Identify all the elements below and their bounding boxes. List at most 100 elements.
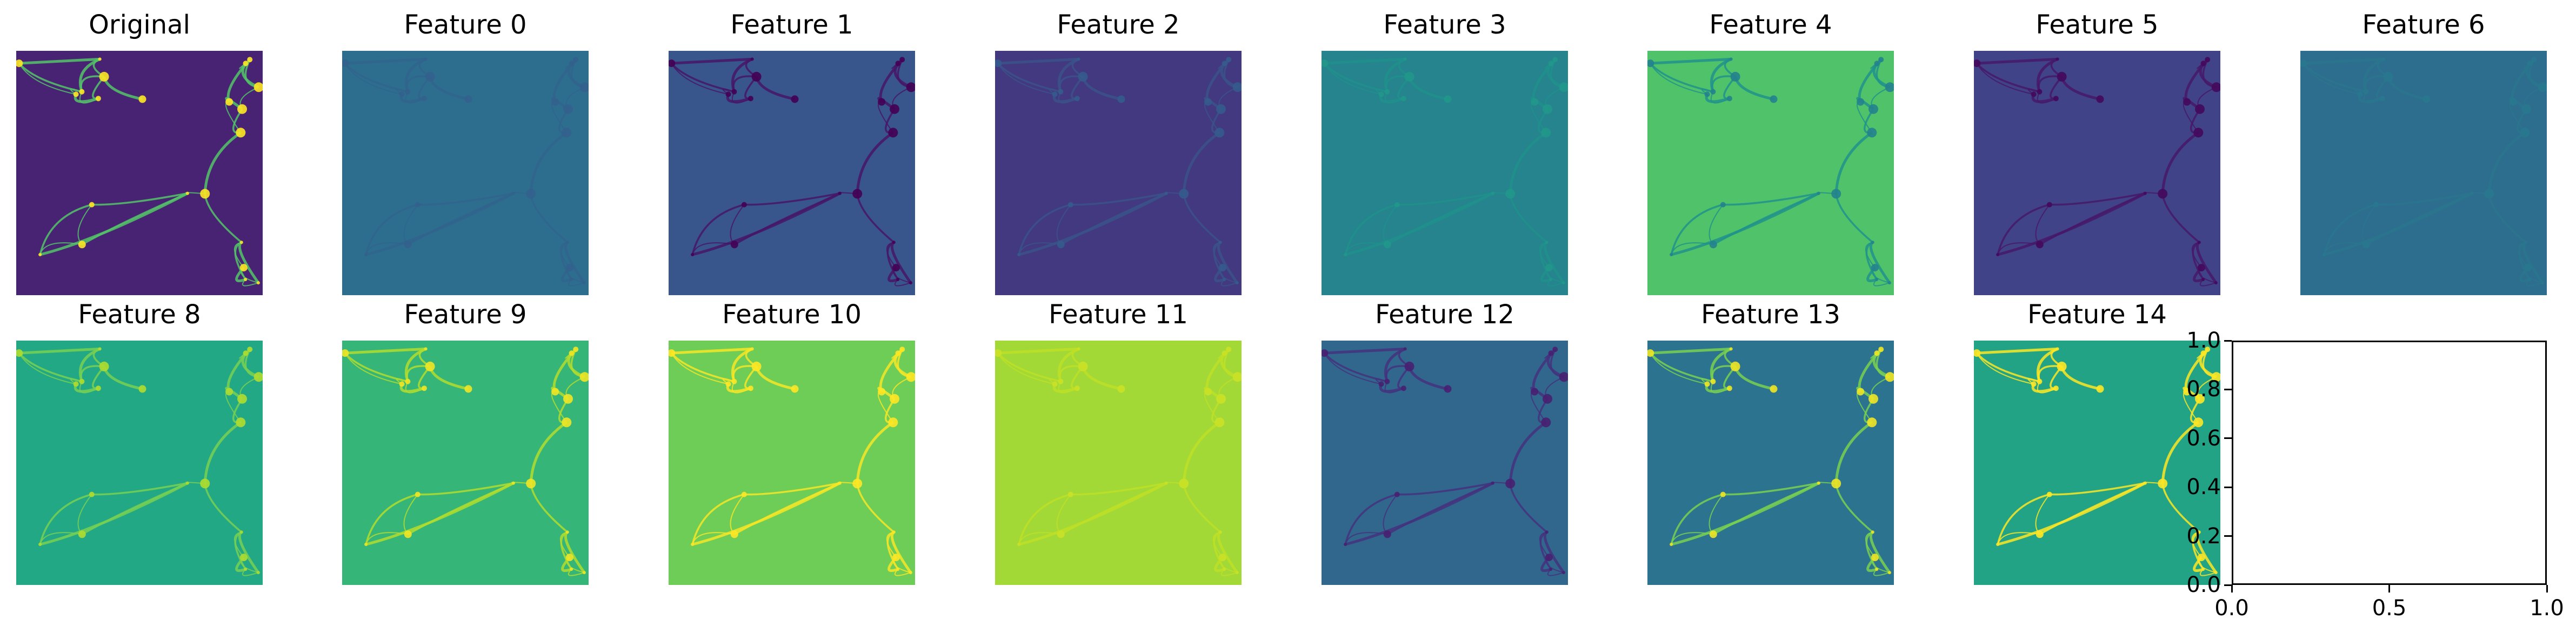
node-mark: [1817, 482, 1820, 485]
x-tick-mark: [2231, 585, 2233, 593]
node-mark: [526, 478, 536, 488]
node-mark: [2097, 385, 2104, 392]
node-mark: [96, 96, 101, 101]
node-mark: [1058, 89, 1063, 95]
node-mark: [244, 568, 247, 571]
node-mark: [569, 61, 575, 66]
node-mark: [888, 417, 898, 427]
y-tick-mark: [2224, 389, 2232, 390]
y-tick-label: 0.8: [2183, 377, 2221, 402]
node-mark: [405, 89, 410, 95]
node-mark: [99, 362, 109, 371]
node-mark: [1384, 379, 1390, 384]
node-mark: [1731, 72, 1740, 82]
node-mark: [2531, 57, 2537, 62]
node-mark: [2144, 482, 2147, 485]
node-mark: [878, 98, 885, 106]
node-mark: [1867, 128, 1877, 137]
node-mark: [1731, 362, 1740, 371]
node-mark: [742, 202, 747, 208]
y-tick-label: 0.0: [2183, 573, 2221, 597]
node-mark: [1118, 95, 1125, 103]
node-mark: [2201, 568, 2205, 571]
node-mark: [1165, 482, 1168, 485]
node-mark: [1219, 241, 1222, 244]
node-mark: [422, 96, 427, 101]
node-mark: [404, 241, 412, 248]
node-mark: [1405, 362, 1414, 371]
node-mark: [89, 492, 95, 497]
node-mark: [1871, 241, 1874, 244]
node-mark: [566, 241, 569, 244]
node-mark: [1384, 530, 1391, 538]
node-mark: [1705, 381, 1710, 387]
node-mark: [751, 57, 754, 61]
node-mark: [257, 571, 260, 574]
node-mark: [1379, 381, 1384, 387]
node-mark: [551, 98, 559, 106]
x-tick-label: 0.0: [2213, 596, 2250, 621]
node-mark: [1226, 57, 1231, 62]
node-mark: [247, 57, 252, 62]
node-mark: [186, 192, 189, 195]
heatmap-image: [342, 51, 589, 295]
node-mark: [1878, 347, 1884, 352]
node-mark: [1017, 543, 1020, 546]
node-mark: [573, 347, 578, 352]
node-mark: [1727, 96, 1732, 101]
node-mark: [1223, 278, 1226, 281]
node-mark: [751, 347, 754, 350]
node-mark: [890, 394, 899, 404]
node-mark: [1545, 554, 1553, 561]
x-tick-mark: [2388, 585, 2390, 593]
node-mark: [1710, 530, 1717, 538]
node-mark: [1394, 202, 1400, 208]
y-tick-label: 0.6: [2183, 426, 2221, 451]
heatmap-panel: [16, 51, 263, 295]
node-mark: [1543, 394, 1552, 404]
node-mark: [1670, 543, 1673, 546]
y-tick-label: 0.2: [2183, 524, 2221, 549]
node-mark: [404, 530, 412, 538]
heatmap-panel: [1322, 51, 1568, 295]
heatmap-image: [995, 51, 1242, 295]
node-mark: [1057, 530, 1065, 538]
node-mark: [1878, 57, 1884, 62]
node-mark: [1541, 417, 1551, 427]
panel-title: Feature 10: [668, 299, 916, 330]
panel-title: Feature 6: [2299, 10, 2548, 40]
node-mark: [236, 128, 245, 137]
node-mark: [1068, 492, 1073, 497]
node-mark: [1874, 350, 1880, 356]
node-mark: [526, 189, 536, 198]
node-mark: [1444, 95, 1452, 103]
node-mark: [98, 57, 102, 61]
node-mark: [1165, 192, 1168, 195]
heatmap-panel: [16, 341, 263, 585]
node-mark: [1888, 571, 1891, 574]
heatmap-panel: [2300, 51, 2547, 295]
node-mark: [2373, 202, 2379, 208]
heatmap-image: [342, 341, 589, 585]
node-mark: [364, 543, 368, 546]
y-tick-mark: [2224, 535, 2232, 537]
heatmap-panel: [1647, 51, 1894, 295]
x-tick-label: 0.5: [2371, 596, 2408, 621]
node-mark: [1549, 278, 1552, 281]
node-mark: [2193, 128, 2203, 137]
node-mark: [748, 96, 753, 101]
node-mark: [1405, 72, 1414, 82]
node-mark: [909, 281, 912, 284]
node-mark: [1344, 253, 1347, 256]
node-mark: [1214, 128, 1224, 137]
node-mark: [1720, 492, 1726, 497]
panel-title: Original: [15, 10, 264, 40]
node-mark: [89, 202, 95, 208]
node-mark: [2201, 278, 2205, 281]
node-mark: [896, 568, 899, 571]
node-mark: [1996, 253, 1999, 256]
node-mark: [2528, 278, 2531, 281]
y-tick-label: 1.0: [2183, 328, 2221, 353]
node-mark: [74, 91, 79, 97]
